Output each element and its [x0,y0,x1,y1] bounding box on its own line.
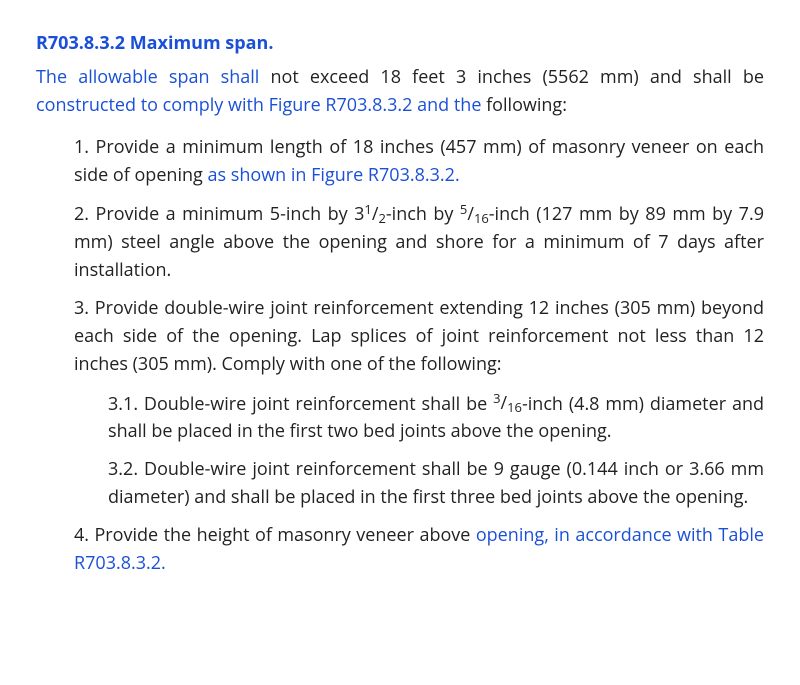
item-text: 3. Provide double-wire joint reinforceme… [74,296,764,376]
slash: / [467,202,474,226]
intro-link-2[interactable]: constructed to comply with Figure R703.8… [36,93,481,117]
fraction: 3/16 [493,391,522,415]
item-text: 4. Provide the height of masonry veneer … [74,523,476,547]
section-heading: R703.8.3.2 Maximum span. [36,30,764,58]
intro-text-1: not exceed 18 feet 3 inches (5562 mm) an… [259,65,764,89]
denominator: 16 [474,209,489,227]
list-item: 3. Provide double-wire joint reinforceme… [74,295,764,512]
item-text: 3.2. Double-wire joint reinforcement sha… [108,457,764,509]
denominator: 2 [378,209,385,227]
item-text: -inch by [386,202,460,226]
intro-text-2: following: [481,93,567,117]
sub-list: 3.1. Double-wire joint reinforcement sha… [74,389,764,512]
fraction: 1/2 [364,202,385,226]
list-item: 3.1. Double-wire joint reinforcement sha… [108,389,764,447]
figure-link[interactable]: as shown in Figure R703.8.3.2. [208,163,460,187]
denominator: 16 [507,398,522,416]
list-item: 2. Provide a minimum 5-inch by 31/2-inch… [74,199,764,285]
list-item: 3.2. Double-wire joint reinforcement sha… [108,456,764,512]
intro-paragraph: The allowable span shall not exceed 18 f… [36,64,764,120]
item-text: 3.1. Double-wire joint reinforcement sha… [108,391,493,415]
requirements-list: 1. Provide a minimum length of 18 inches… [36,134,764,578]
fraction: 5/16 [460,202,489,226]
list-item: 1. Provide a minimum length of 18 inches… [74,134,764,190]
numerator: 1 [364,200,371,218]
numerator: 3 [493,390,500,408]
intro-link-1[interactable]: The allowable span shall [36,65,259,89]
item-text: 2. Provide a minimum 5-inch by 3 [74,202,364,226]
list-item: 4. Provide the height of masonry veneer … [74,522,764,578]
